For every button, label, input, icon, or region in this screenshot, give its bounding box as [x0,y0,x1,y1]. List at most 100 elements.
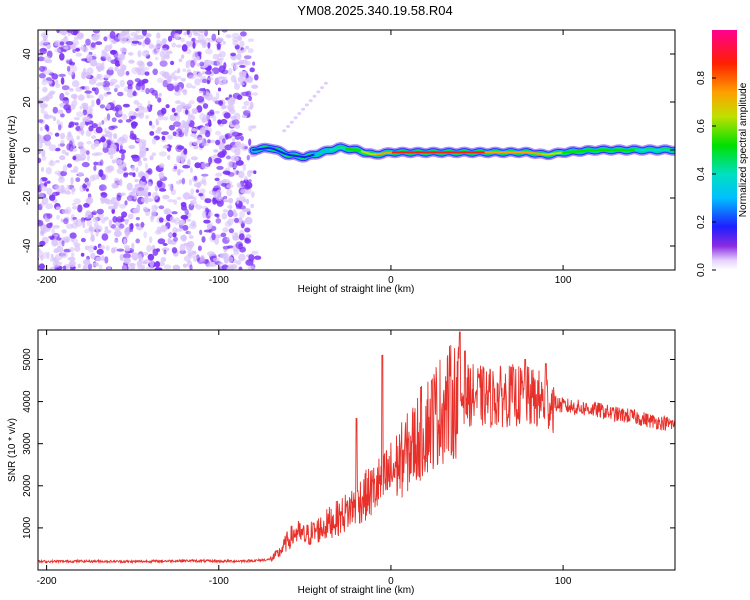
noise-blob [135,184,143,188]
noise-blob [204,198,212,204]
noise-blob [249,67,255,73]
chart-title: YM08.2025.340.19.58.R04 [297,3,452,18]
noise-blob [77,171,84,177]
noise-blob [217,120,222,124]
noise-blob [91,135,96,140]
noise-blob [222,209,229,213]
noise-blob [104,226,109,231]
noise-blob [69,260,76,268]
noise-blob [95,126,103,134]
noise-blob [51,73,59,80]
noise-blob [187,253,193,257]
noise-blob [75,47,81,52]
noise-blob [215,172,223,177]
noise-blob [170,60,175,66]
noise-blob [147,168,153,175]
noise-blob [173,217,181,225]
noise-blob [76,135,80,140]
noise-blob [46,77,52,81]
noise-blob [199,61,205,67]
noise-blob [72,65,78,72]
noise-blob [170,72,176,80]
noise-blob [200,254,205,263]
noise-blob [124,200,128,206]
noise-blob [243,55,252,60]
noise-blob [66,60,73,65]
noise-blob [201,173,209,177]
noise-blob [234,217,240,224]
noise-blob [199,229,203,235]
noise-blob [221,30,228,33]
noise-blob [254,255,262,260]
noise-blob [50,253,54,259]
noise-blob [101,233,109,241]
noise-blob [180,214,189,220]
noise-blob [38,73,46,79]
noise-blob [73,198,81,205]
noise-blob [197,51,202,56]
noise-blob [183,242,192,247]
noise-blob [60,77,65,85]
noise-blob [111,208,115,215]
noise-blob [71,203,77,206]
noise-blob [155,129,161,134]
noise-blob [236,53,242,61]
noise-blob [133,256,138,262]
noise-blob [251,84,259,89]
noise-blob [158,114,164,121]
noise-blob [144,209,151,217]
noise-blob [89,228,94,235]
noise-blob [74,245,81,253]
noise-blob [48,160,56,167]
noise-blob [253,170,257,174]
noise-blob [86,54,93,62]
noise-blob [205,92,213,101]
noise-blob [123,238,127,245]
noise-blob [162,116,169,121]
noise-blob [119,253,124,262]
noise-blob [186,218,191,222]
noise-blob [185,41,192,47]
noise-blob [167,35,173,42]
noise-blob [190,156,198,161]
noise-blob [135,30,141,34]
noise-blob [235,156,240,162]
noise-blob [195,204,202,210]
noise-blob [46,213,53,219]
noise-blob [232,209,237,215]
noise-blob [190,188,195,195]
noise-blob [195,189,200,193]
noise-blob [82,264,88,270]
noise-blob [88,105,93,112]
noise-blob [216,198,224,207]
noise-blob [202,87,206,96]
noise-blob [244,227,251,233]
noise-blob [130,191,136,195]
noise-blob [227,209,234,218]
noise-blob [222,138,226,144]
noise-blob [38,65,46,72]
noise-blob [56,214,60,220]
noise-blob [75,177,81,183]
noise-blob [142,157,148,162]
noise-blob [161,131,169,136]
noise-blob [245,198,250,205]
noise-blob [201,236,206,243]
noise-blob [168,124,175,131]
noise-blob [142,50,150,57]
noise-blob [102,146,109,154]
noise-blob [163,264,172,270]
noise-blob [39,47,47,55]
noise-blob [173,199,178,206]
noise-blob [249,77,253,81]
noise-blob [235,160,244,166]
noise-blob [55,206,61,210]
noise-blob [151,137,157,145]
noise-blob [216,189,222,197]
noise-blob [66,184,71,193]
noise-blob [130,121,138,127]
noise-blob [248,138,252,146]
noise-blob [234,83,240,90]
noise-blob [133,90,137,97]
